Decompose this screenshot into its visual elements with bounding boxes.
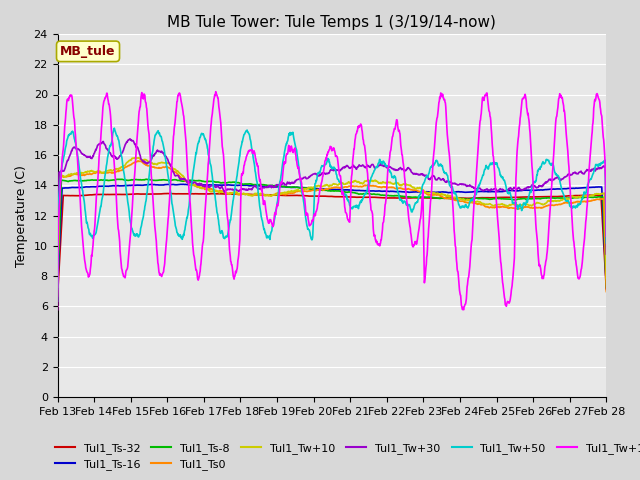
Legend: Tul1_Ts-32, Tul1_Ts-16, Tul1_Ts-8, Tul1_Ts0, Tul1_Tw+10, Tul1_Tw+30, Tul1_Tw+50,: Tul1_Ts-32, Tul1_Ts-16, Tul1_Ts-8, Tul1_… xyxy=(51,438,640,474)
Text: MB_tule: MB_tule xyxy=(60,45,116,58)
Title: MB Tule Tower: Tule Temps 1 (3/19/14-now): MB Tule Tower: Tule Temps 1 (3/19/14-now… xyxy=(168,15,497,30)
Y-axis label: Temperature (C): Temperature (C) xyxy=(15,165,28,266)
